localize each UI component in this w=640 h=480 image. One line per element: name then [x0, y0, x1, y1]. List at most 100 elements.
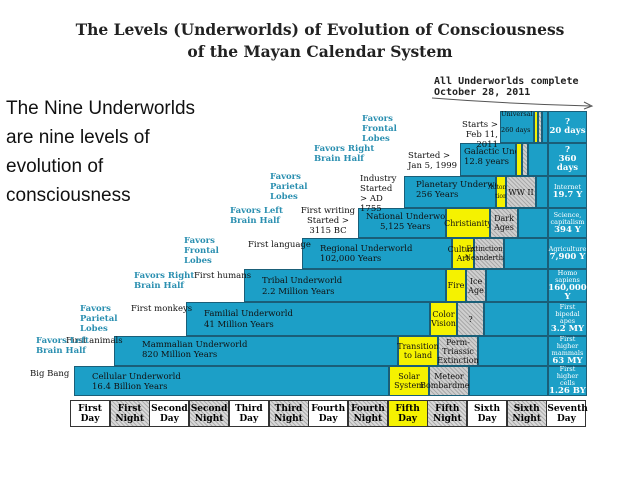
side-description: The Nine Underworlds are nine levels of …: [6, 94, 195, 210]
day-cell-line2: Day: [556, 413, 576, 424]
day-cell-line1: Fifth: [395, 403, 420, 414]
event-color-vision: Color Vision: [430, 302, 457, 336]
day-cell-line1: Seventh: [547, 403, 588, 414]
underworld-span: 260 days: [501, 126, 531, 134]
underworld-bar-mammalian-tail: [478, 336, 548, 366]
underworld-bar-familial: [186, 302, 430, 336]
day-cell-line2: Night: [512, 413, 541, 424]
underworld-bar-galactic-tail: [528, 143, 548, 176]
underworld-name: Regional Underworld: [320, 244, 413, 254]
underworld-span: 820 Million Years: [142, 350, 218, 360]
event-ww2: WW II: [506, 176, 536, 208]
underworld-bar-planetary: [404, 176, 496, 208]
day-cell-line2: Night: [432, 413, 462, 424]
event-universal-day: [534, 111, 538, 143]
day-cell: Sixth Day: [467, 400, 507, 427]
day-cell: Third Day: [228, 400, 269, 427]
underworld-bar-regional: [302, 238, 452, 269]
day-cell-line2: Day: [159, 413, 179, 424]
day-cell: Fifth Day: [387, 400, 428, 427]
side-line: are nine levels of: [6, 127, 150, 148]
value-cellular: First higher cells 1.26 BY: [548, 365, 587, 396]
underworld-name: Tribal Underworld: [262, 276, 343, 286]
event-galactic-night: [522, 143, 528, 176]
underworld-name: Planetary Underworld: [416, 180, 512, 190]
underworld-bar-cellular: [74, 366, 389, 396]
favor-parietal-2: Favors Parietal Lobes: [270, 172, 308, 202]
underworld-bar-regional-tail: [504, 238, 548, 269]
event-solar: Solar System: [389, 366, 429, 396]
day-cell: Sixth Night: [506, 400, 547, 427]
favor-parietal: Favors Parietal Lobes: [80, 304, 118, 334]
day-cell-line2: Day: [477, 413, 497, 424]
underworld-name: National Underworld: [366, 212, 458, 222]
event-galactic-day: [516, 143, 522, 176]
start-universal: Starts > Feb 11, 2011: [462, 120, 498, 150]
day-cell: Fifth Night: [427, 400, 468, 427]
day-cell-line1: Second: [190, 403, 228, 414]
underworld-bar-cellular-tail: [469, 366, 548, 396]
value-universal: ? 20 days: [548, 111, 587, 143]
underworld-span: 12.8 years: [464, 157, 509, 167]
value-galactic: ? 360 days: [548, 143, 587, 176]
day-cell: Second Day: [149, 400, 190, 427]
underworld-span: 41 Million Years: [204, 320, 274, 330]
underworld-span: 2.2 Million Years: [262, 287, 335, 297]
event-unknown: ?: [457, 302, 484, 336]
completion-arrow: [431, 97, 594, 110]
start-big-bang: Big Bang: [30, 369, 70, 379]
underworld-bar-tribal: [244, 269, 446, 302]
underworld-name: Cellular Underworld: [92, 372, 181, 382]
underworld-bar-galactic: [460, 143, 516, 176]
event-perm-triassic: Perm-Triassic Extinction: [437, 336, 479, 366]
day-cell: First Night: [109, 400, 150, 427]
underworld-bar-universal: [500, 111, 534, 143]
underworld-bar-planetary-tail: [536, 176, 548, 208]
day-cell-line2: Day: [318, 413, 338, 424]
day-cell: Second Night: [189, 400, 230, 427]
day-cell-line1: Third: [274, 403, 303, 414]
favor-left-brain: Favors Left Brain Half: [36, 336, 89, 356]
day-cell-line1: Fourth: [311, 403, 346, 414]
underworld-name: Galactic Underworld: [464, 147, 554, 157]
event-universal-night: [538, 111, 542, 143]
start-first-humans: First humans: [194, 271, 252, 281]
start-galactic: Started > Jan 5, 1999: [408, 151, 458, 171]
favor-right-brain: Favors Right Brain Half: [134, 271, 195, 291]
favor-frontal-2: Favors Frontal Lobes: [362, 114, 397, 144]
event-meteor: Meteor Bombardment: [420, 366, 478, 396]
side-line: consciousness: [6, 185, 131, 206]
value-national: Science, capitalism 394 Y: [548, 208, 587, 238]
event-fire: Fire: [446, 269, 466, 302]
day-cell-line1: Sixth: [513, 403, 540, 414]
underworld-name: Familial Underworld: [204, 309, 293, 319]
day-cell-line2: Day: [239, 413, 259, 424]
event-automation: Automa-tion: [488, 176, 514, 208]
underworld-span: 256 Years: [416, 190, 459, 200]
day-cell-line2: Day: [80, 413, 100, 424]
value-regional: Agriculture 7,900 Y: [548, 238, 587, 269]
value-planetary: Internet 19.7 Y: [548, 176, 587, 208]
day-cell-line1: Fifth: [435, 403, 460, 414]
completion-note: All Underworlds complete October 28, 201…: [434, 76, 579, 98]
chart-title-line2: of the Mayan Calendar System: [187, 42, 453, 61]
start-industry: Industry Started > AD 1755: [360, 174, 397, 214]
event-neanderthals: Extinction of Neanderthals: [465, 238, 513, 269]
day-cell-line2: Night: [353, 413, 383, 424]
side-line: The Nine Underworlds: [6, 98, 196, 119]
side-line: evolution of: [6, 156, 104, 177]
underworld-span: 102,000 Years: [320, 254, 382, 264]
day-cell-line2: Night: [194, 413, 224, 424]
event-culture-art: Culture Art: [448, 238, 478, 269]
event-christianity: Christianity: [444, 208, 492, 238]
favor-right-brain-2: Favors Right Brain Half: [314, 144, 375, 164]
day-cell-line2: Day: [398, 413, 418, 424]
day-cell: Third Night: [268, 400, 309, 427]
day-cell: Seventh Day: [546, 400, 588, 427]
underworld-span: 5,125 Years: [380, 222, 431, 232]
completion-note-line2: October 28, 2011: [434, 87, 531, 98]
chart-title-line1: The Levels (Underworlds) of Evolution of…: [75, 20, 565, 39]
day-cell-line2: Night: [274, 413, 303, 424]
start-first-animals: First animals: [66, 336, 123, 346]
event-transition: Transition to land: [397, 336, 439, 366]
